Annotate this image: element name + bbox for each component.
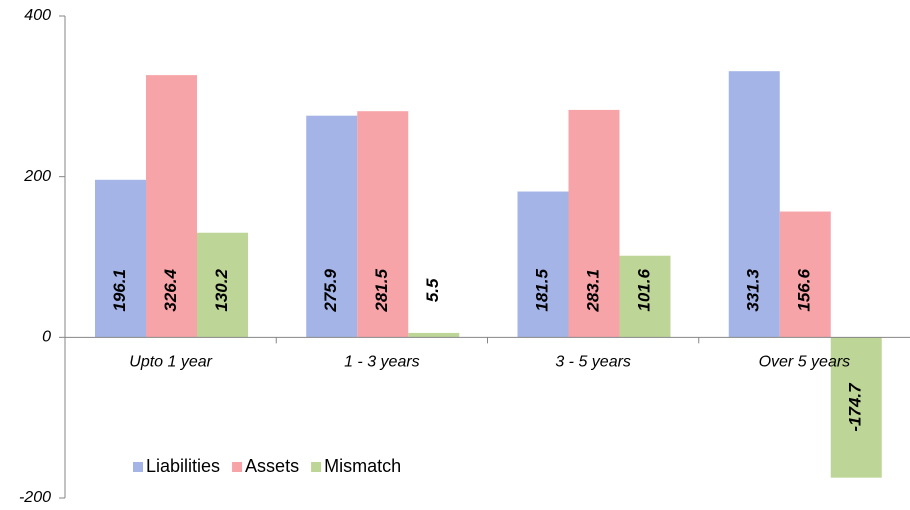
- data-label: 275.9: [321, 269, 340, 313]
- bar: [197, 232, 248, 338]
- data-label: 331.3: [744, 269, 763, 312]
- data-label: 326.4: [161, 269, 180, 312]
- x-tick-label: Over 5 years: [759, 354, 851, 371]
- data-label: -174.7: [846, 382, 865, 432]
- bar: [568, 109, 620, 338]
- legend-label: Mismatch: [324, 456, 401, 476]
- legend-swatch: [311, 462, 322, 472]
- data-label: 196.1: [110, 269, 129, 312]
- data-label: 281.5: [372, 269, 391, 313]
- bar: [357, 111, 409, 338]
- y-tick-label: 200: [23, 168, 51, 185]
- bar: [408, 332, 460, 338]
- bar: [95, 179, 146, 338]
- x-tick-label: Upto 1 year: [129, 354, 212, 371]
- y-tick-label: 400: [24, 7, 51, 24]
- bar: [306, 115, 358, 338]
- data-label: 101.6: [634, 269, 653, 312]
- data-label: 5.5: [423, 278, 442, 302]
- x-tick-label: 3 - 5 years: [555, 354, 631, 371]
- bar: [517, 191, 569, 338]
- legend-swatch: [133, 462, 143, 472]
- data-label: 156.6: [795, 269, 814, 312]
- data-label: 283.1: [583, 269, 602, 313]
- x-tick-label: 1 - 3 years: [344, 354, 420, 371]
- legend-label: Liabilities: [146, 456, 220, 476]
- data-label: 130.2: [212, 269, 231, 312]
- bar: [830, 337, 882, 478]
- data-label: 181.5: [532, 269, 551, 312]
- y-tick-label: -200: [19, 489, 51, 506]
- bar: [728, 71, 780, 338]
- bar: [779, 211, 831, 338]
- bar: [619, 255, 671, 338]
- legend-swatch: [232, 462, 243, 472]
- legend-label: Assets: [245, 456, 299, 476]
- bar: [146, 75, 197, 338]
- y-tick-label: 0: [42, 329, 51, 346]
